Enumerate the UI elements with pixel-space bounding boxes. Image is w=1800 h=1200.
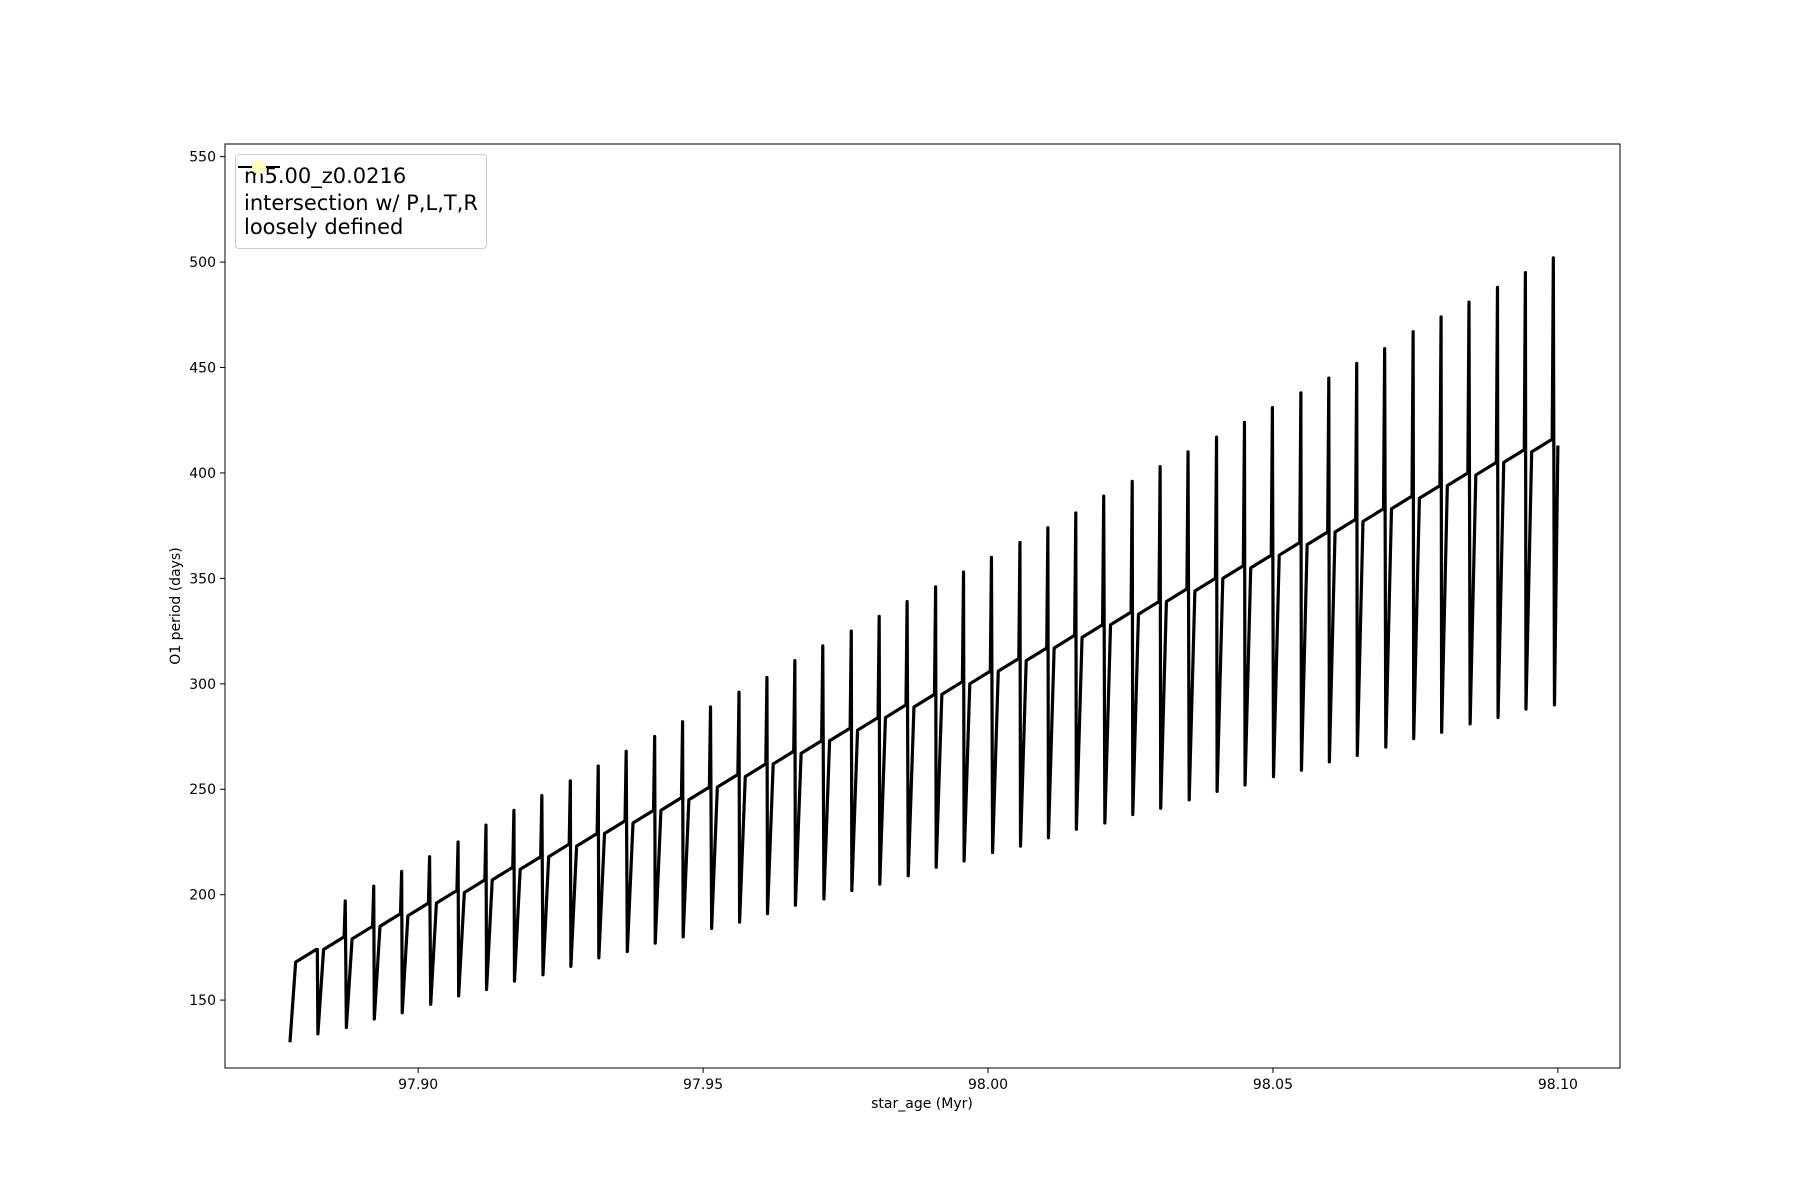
x-tick-label: 97.90 xyxy=(398,1077,438,1093)
y-axis-label: O1 period (days) xyxy=(168,547,184,664)
legend-label: intersection w/ P,L,T,R loosely defined xyxy=(244,191,478,239)
y-tick-label: 150 xyxy=(189,993,216,1009)
y-tick-label: 450 xyxy=(189,361,216,377)
x-tick-label: 97.95 xyxy=(683,1077,723,1093)
data-line xyxy=(288,256,1560,1043)
x-axis-label: star_age (Myr) xyxy=(871,1096,973,1112)
x-tick-label: 98.10 xyxy=(1538,1077,1578,1093)
y-tick-label: 300 xyxy=(189,677,216,693)
y-tick-label: 550 xyxy=(189,150,216,166)
x-tick-label: 98.00 xyxy=(968,1077,1008,1093)
legend-symbol xyxy=(252,160,266,174)
legend-entry: intersection w/ P,L,T,R loosely defined xyxy=(244,160,478,239)
plot-frame xyxy=(224,143,1621,1069)
y-tick-label: 250 xyxy=(189,782,216,798)
y-tick-label: 200 xyxy=(189,888,216,904)
legend: m5.00_z0.0216 intersection w/ P,L,T,R loo… xyxy=(235,154,487,249)
legend-entry: m5.00_z0.0216 xyxy=(238,164,478,188)
y-tick-label: 350 xyxy=(189,571,216,587)
y-tick-label: 400 xyxy=(189,466,216,482)
y-tick-label: 500 xyxy=(189,255,216,271)
legend-marker xyxy=(252,160,266,174)
x-tick-label: 98.05 xyxy=(1253,1077,1293,1093)
